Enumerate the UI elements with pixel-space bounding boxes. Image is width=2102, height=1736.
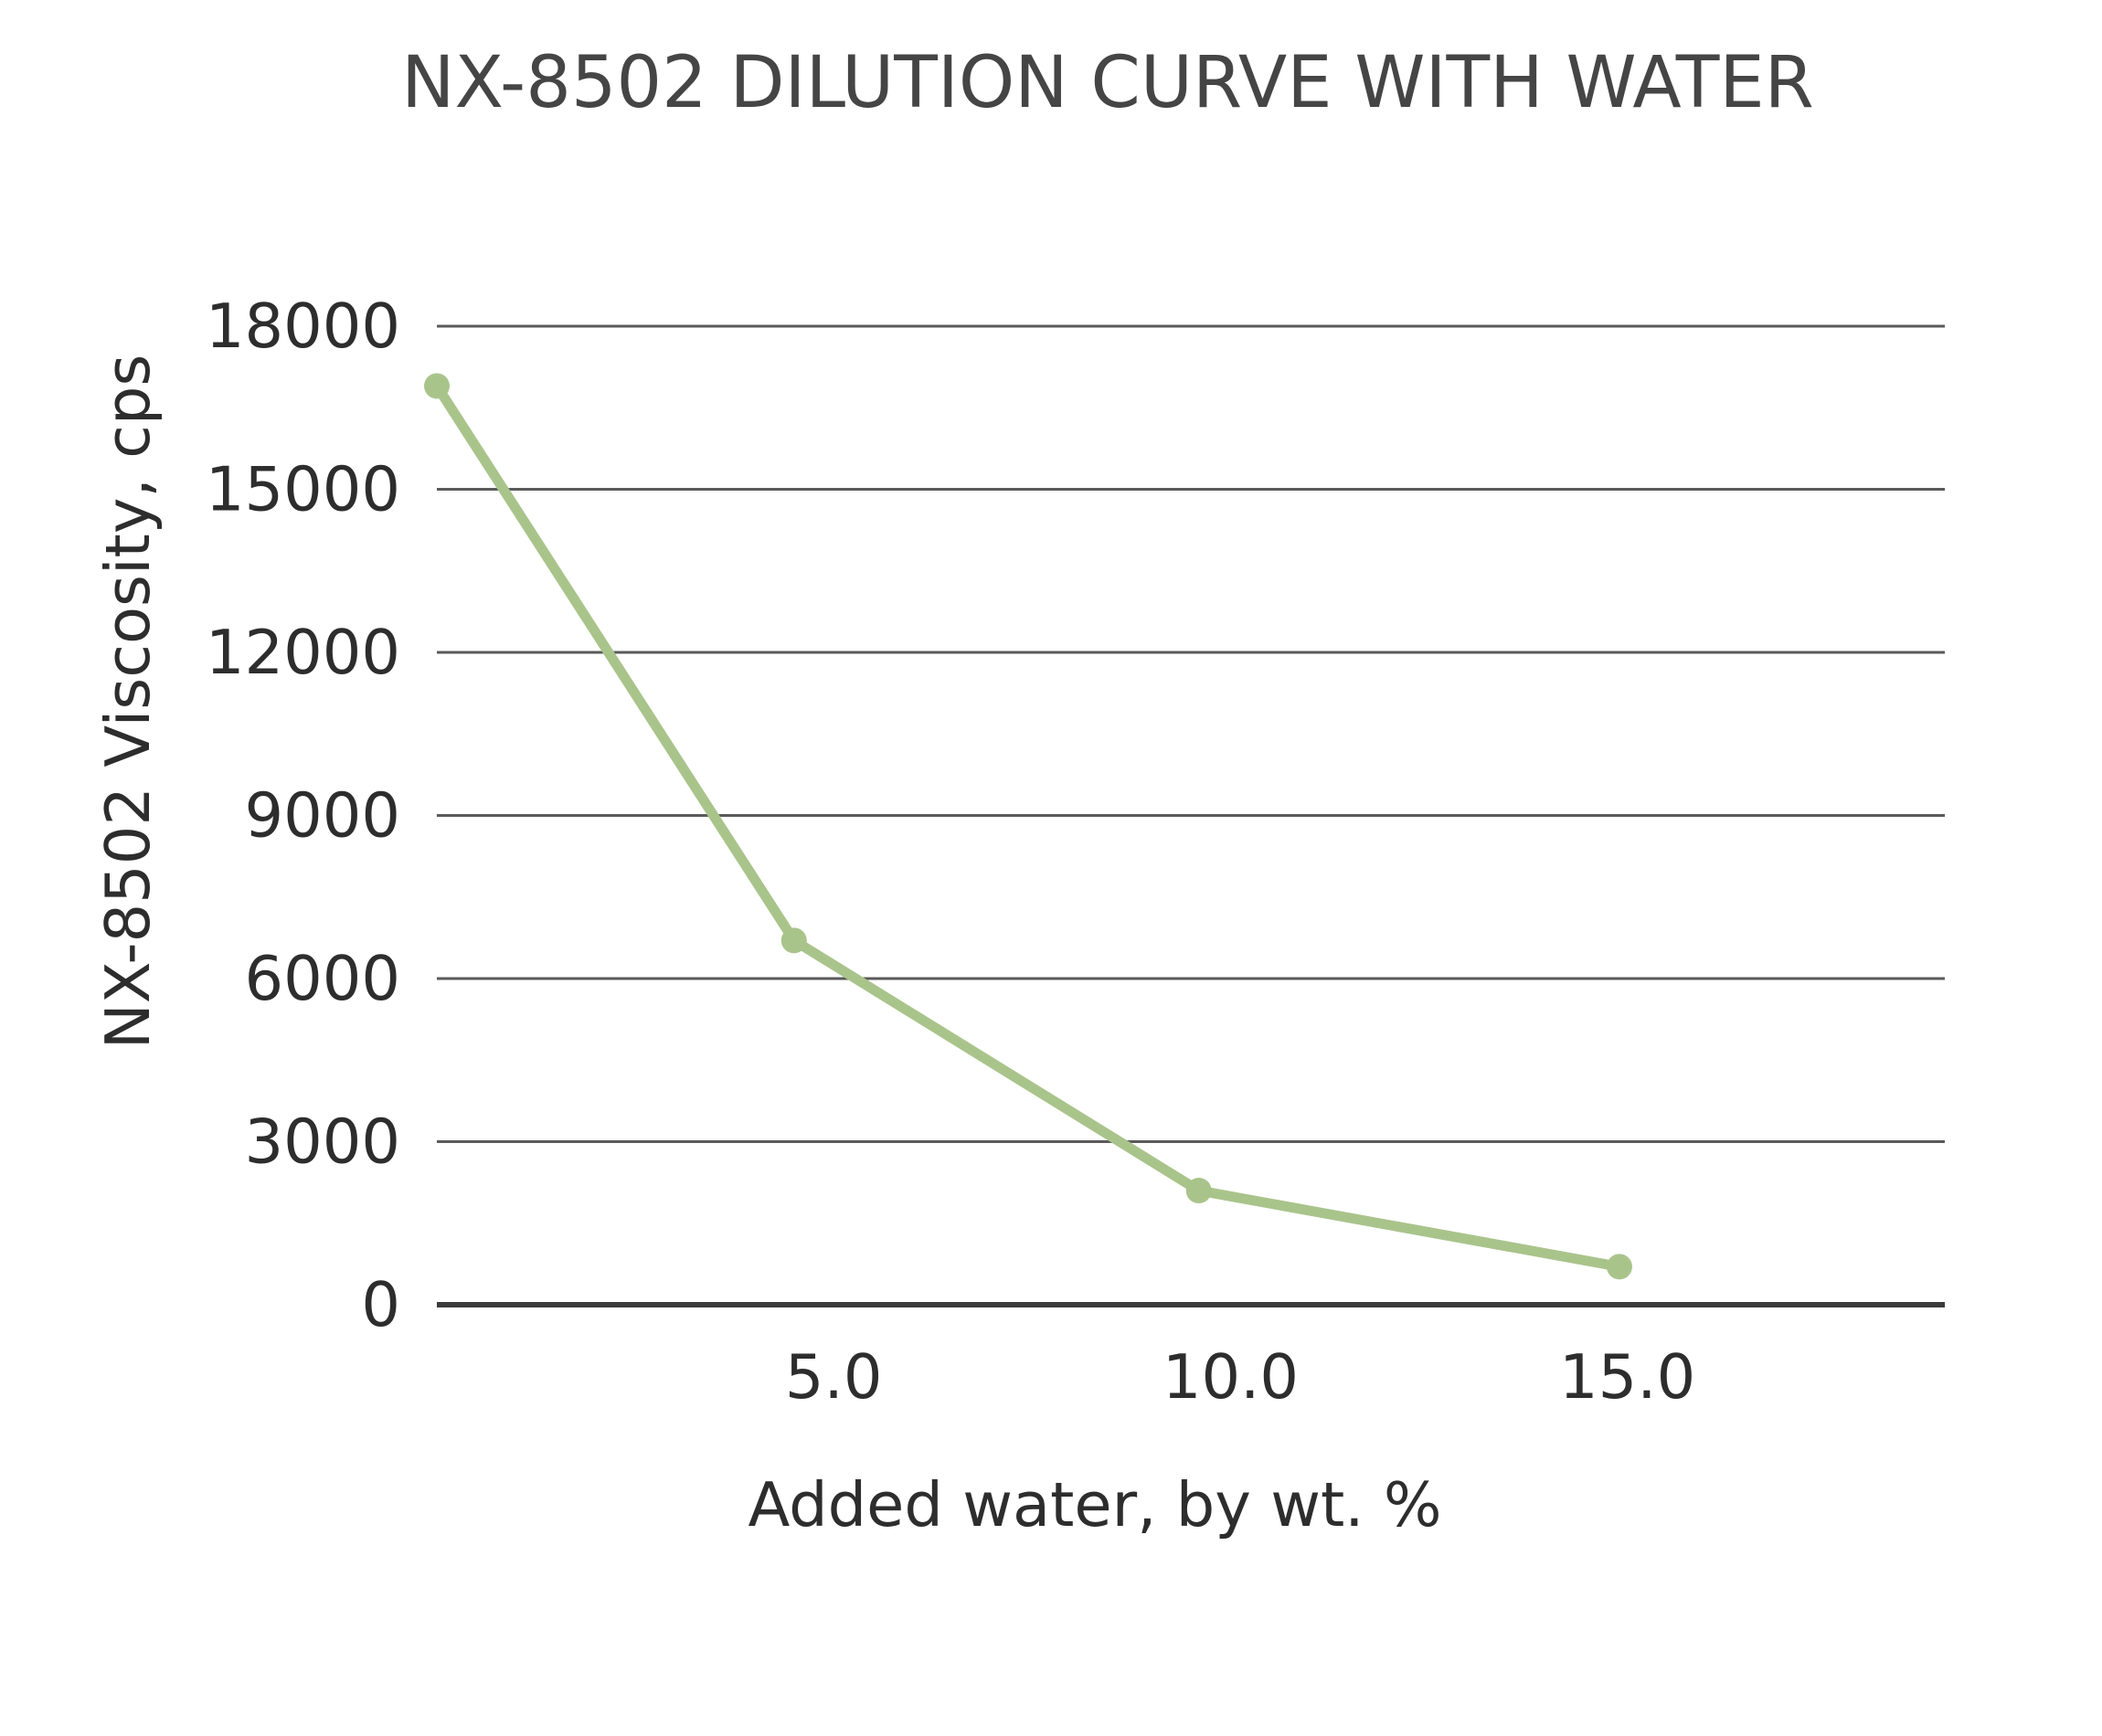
data-point-14.9 xyxy=(1606,1254,1632,1280)
gridlines xyxy=(437,324,1945,1143)
x-tick-label: 10.0 xyxy=(1162,1341,1299,1413)
x-axis-ticks: 5.0 10.0 15.0 xyxy=(785,1341,1695,1413)
series-line xyxy=(431,380,1625,1272)
y-tick-label: 18000 xyxy=(206,291,400,362)
series-group xyxy=(424,373,1632,1280)
data-point-9.6 xyxy=(1185,1178,1212,1204)
x-tick-label: 5.0 xyxy=(785,1341,883,1413)
y-tick-label: 0 xyxy=(361,1269,400,1340)
y-tick-label: 6000 xyxy=(244,943,400,1014)
chart-title: NX-8502 DILUTION CURVE WITH WATER xyxy=(401,42,1814,124)
y-tick-label: 9000 xyxy=(244,780,400,852)
x-axis-title: Added water, by wt. % xyxy=(748,1469,1441,1540)
data-point-0 xyxy=(424,373,450,399)
y-tick-label: 15000 xyxy=(206,454,400,525)
x-tick-label: 15.0 xyxy=(1559,1341,1695,1413)
y-axis-ticks: 0 3000 6000 9000 12000 15000 18000 xyxy=(206,291,400,1340)
data-point-4.5 xyxy=(780,927,807,954)
y-axis-title: NX-8502 Viscosity, cps xyxy=(92,355,164,1050)
y-tick-label: 12000 xyxy=(206,617,400,688)
y-tick-label: 3000 xyxy=(244,1106,400,1178)
